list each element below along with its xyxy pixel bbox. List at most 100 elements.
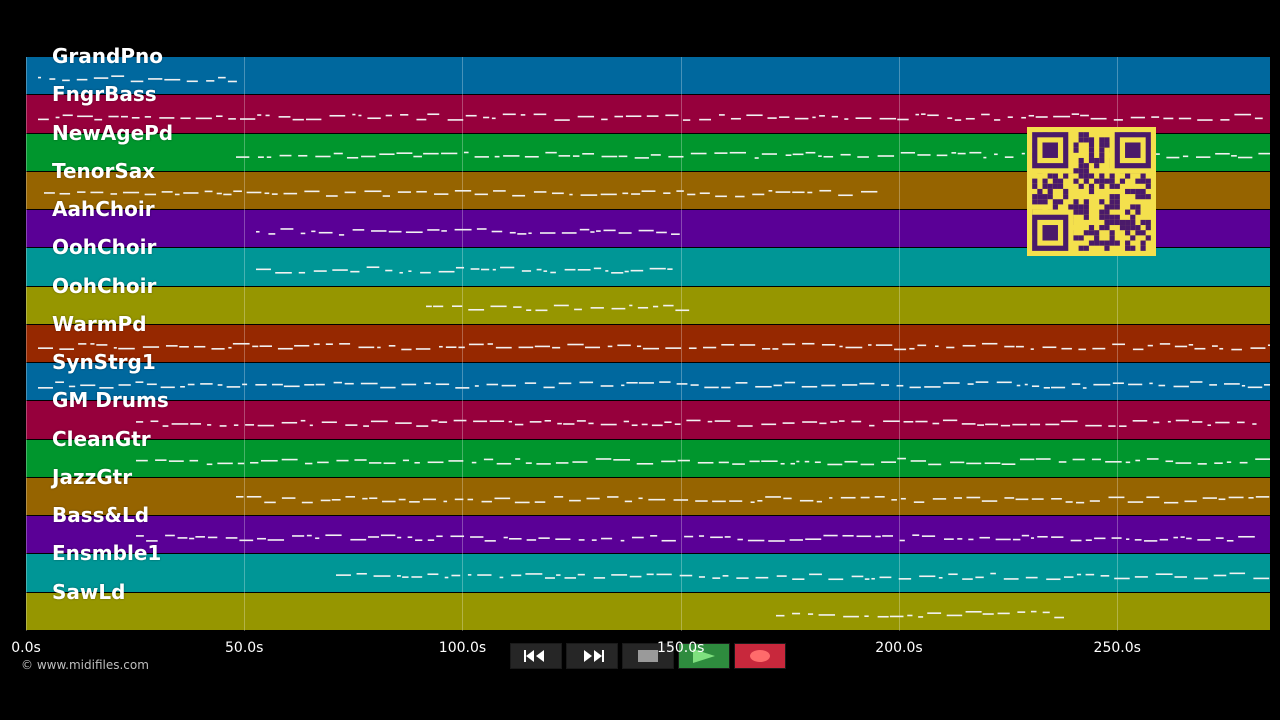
note-mark bbox=[1135, 459, 1141, 462]
note-mark bbox=[473, 420, 488, 423]
note-mark bbox=[1166, 156, 1180, 159]
note-mark bbox=[524, 382, 537, 384]
note-mark bbox=[110, 193, 118, 195]
note-mark bbox=[721, 386, 731, 389]
note-mark bbox=[483, 116, 490, 119]
track-label: AahChoir bbox=[52, 197, 155, 222]
note-mark bbox=[983, 156, 987, 159]
note-mark bbox=[875, 344, 893, 346]
note-mark bbox=[77, 115, 93, 118]
note-mark bbox=[233, 190, 242, 193]
note-mark bbox=[623, 420, 630, 423]
qr-code bbox=[1027, 127, 1156, 256]
play-button[interactable] bbox=[678, 643, 730, 669]
note-mark bbox=[471, 461, 477, 464]
note-mark bbox=[1007, 116, 1013, 118]
note-mark bbox=[525, 462, 532, 464]
note-mark bbox=[313, 343, 320, 346]
note-mark bbox=[360, 382, 378, 385]
track-lane[interactable] bbox=[26, 516, 1270, 555]
note-mark bbox=[780, 462, 785, 465]
note-mark bbox=[534, 501, 546, 503]
time-tick-label: 200.0s bbox=[875, 640, 923, 656]
fast-forward-button[interactable] bbox=[566, 643, 618, 669]
note-mark bbox=[484, 540, 496, 542]
track-lane[interactable] bbox=[26, 439, 1270, 478]
note-mark bbox=[948, 573, 958, 576]
note-mark bbox=[1050, 386, 1066, 389]
note-mark bbox=[1025, 576, 1038, 579]
track-lane[interactable] bbox=[26, 592, 1270, 631]
note-mark bbox=[917, 154, 931, 156]
note-mark bbox=[828, 578, 844, 581]
note-mark bbox=[239, 539, 254, 542]
note-mark bbox=[1132, 420, 1148, 422]
track-lane[interactable] bbox=[26, 286, 1270, 325]
note-mark bbox=[1085, 539, 1092, 542]
note-mark bbox=[564, 577, 577, 579]
note-mark bbox=[512, 194, 526, 197]
note-mark bbox=[704, 386, 719, 389]
note-mark bbox=[840, 153, 851, 156]
note-mark bbox=[997, 612, 1010, 615]
track-lane[interactable] bbox=[26, 57, 1270, 96]
note-mark bbox=[946, 614, 963, 617]
note-mark bbox=[951, 152, 957, 154]
note-mark bbox=[413, 155, 422, 158]
note-mark bbox=[383, 462, 396, 465]
note-mark bbox=[401, 348, 412, 351]
note-mark bbox=[493, 190, 506, 192]
rewind-button[interactable] bbox=[510, 643, 562, 669]
note-mark bbox=[1012, 538, 1021, 541]
gridline bbox=[680, 57, 682, 631]
note-mark bbox=[490, 305, 507, 308]
note-mark bbox=[451, 305, 463, 308]
note-mark bbox=[298, 271, 306, 274]
note-mark bbox=[871, 577, 875, 580]
note-mark bbox=[1255, 496, 1270, 498]
track-lane[interactable] bbox=[26, 477, 1270, 517]
gridline bbox=[462, 57, 464, 631]
note-mark bbox=[613, 459, 631, 461]
note-mark bbox=[935, 345, 939, 348]
note-mark bbox=[494, 155, 500, 158]
note-mark bbox=[601, 155, 618, 158]
note-mark bbox=[551, 192, 564, 195]
note-mark bbox=[1215, 152, 1230, 155]
note-mark bbox=[515, 458, 521, 460]
note-mark bbox=[304, 383, 315, 386]
note-mark bbox=[1000, 424, 1011, 427]
note-mark bbox=[236, 496, 244, 498]
note-mark bbox=[1173, 536, 1178, 539]
note-mark bbox=[799, 499, 814, 502]
note-mark bbox=[427, 539, 435, 541]
note-mark bbox=[750, 501, 755, 504]
note-mark bbox=[317, 461, 329, 464]
note-mark bbox=[486, 383, 499, 386]
record-button[interactable] bbox=[734, 643, 786, 669]
note-mark bbox=[1031, 385, 1040, 388]
note-mark bbox=[829, 497, 833, 499]
note-mark bbox=[990, 572, 996, 575]
note-mark bbox=[1234, 113, 1252, 116]
note-mark bbox=[1076, 501, 1085, 504]
note-mark bbox=[448, 460, 464, 462]
note-mark bbox=[896, 384, 904, 387]
note-mark bbox=[180, 385, 185, 388]
note-mark bbox=[502, 113, 516, 116]
stop-button[interactable] bbox=[622, 643, 674, 669]
note-mark bbox=[325, 343, 333, 345]
note-mark bbox=[190, 423, 202, 425]
note-mark bbox=[1146, 496, 1160, 499]
note-mark bbox=[651, 424, 663, 427]
note-mark bbox=[698, 576, 705, 578]
note-mark bbox=[601, 118, 608, 121]
note-mark bbox=[802, 342, 815, 345]
note-mark bbox=[62, 114, 73, 117]
note-mark bbox=[521, 270, 532, 272]
note-mark bbox=[90, 191, 104, 194]
note-mark bbox=[1134, 576, 1148, 578]
time-tick-label: 250.0s bbox=[1093, 640, 1141, 656]
play-icon bbox=[693, 649, 715, 663]
note-mark bbox=[579, 381, 594, 384]
